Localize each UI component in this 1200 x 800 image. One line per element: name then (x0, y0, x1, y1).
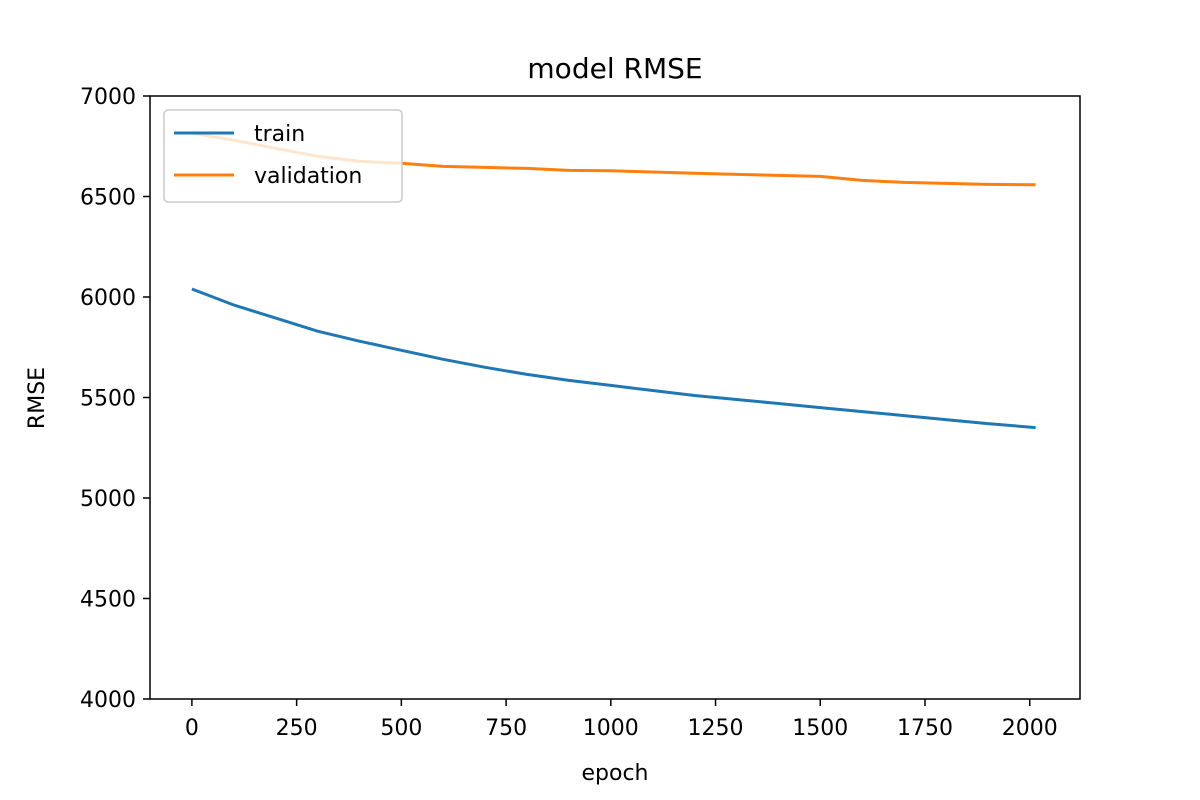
legend: train validation (163, 109, 403, 203)
chart-title: model RMSE (527, 52, 702, 85)
y-tick-label: 5500 (80, 387, 136, 412)
x-tick-label: 1750 (897, 716, 953, 741)
legend-label-train: train (254, 122, 305, 147)
x-tick-label: 1250 (688, 716, 744, 741)
y-tick-label: 6500 (80, 186, 136, 211)
x-axis-label: epoch (582, 761, 649, 786)
x-tick-label: 1000 (583, 716, 639, 741)
plot-area: 0 250 500 750 1000 1250 1500 1750 2000 4000 4500 50… (80, 85, 1081, 741)
y-tick-label: 4500 (80, 588, 136, 613)
y-tick-label: 5000 (80, 487, 136, 512)
x-tick-label: 0 (185, 716, 199, 741)
y-tick-label: 7000 (80, 85, 136, 110)
x-tick-label: 750 (485, 716, 527, 741)
series-line-train (191, 287, 1036, 430)
x-tick-label: 250 (276, 716, 318, 741)
x-tick-label: 2000 (1002, 716, 1058, 741)
y-tick-label: 6000 (80, 286, 136, 311)
y-tick-label: 4000 (80, 688, 136, 713)
axis-ticks: 0 250 500 750 1000 1250 1500 1750 2000 4000 4500 50… (80, 85, 1058, 741)
y-axis-label: RMSE (25, 367, 50, 429)
x-tick-label: 500 (380, 716, 422, 741)
legend-label-validation: validation (254, 164, 362, 189)
x-tick-label: 1500 (792, 716, 848, 741)
